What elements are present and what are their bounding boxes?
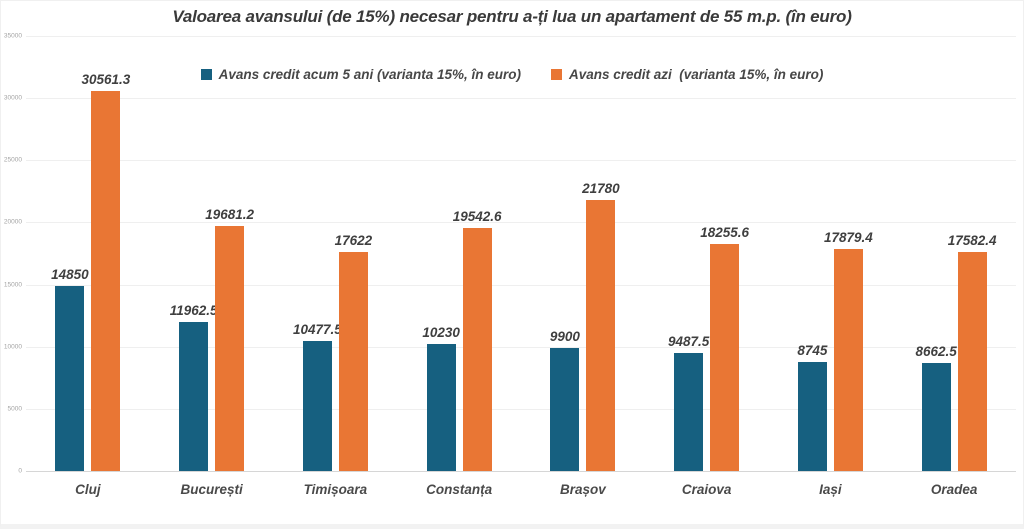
data-label: 21780 bbox=[582, 181, 620, 197]
category-label: Iași bbox=[819, 482, 842, 497]
data-label: 8662.5 bbox=[915, 344, 957, 360]
y-tick-label: 35000 bbox=[3, 32, 22, 40]
bar-acum-5-ani-cluj bbox=[55, 286, 85, 471]
category-label: Oradea bbox=[930, 482, 978, 497]
category-group-bucurești: 11962.5 19681.2 București bbox=[150, 36, 274, 497]
bar-acum-5-ani-constanța bbox=[426, 343, 456, 471]
category-group-timișoara: 10477.5 17622 Timișoara bbox=[274, 36, 398, 497]
category-group-craiova: 9487.5 18255.6 Craiova bbox=[645, 36, 769, 497]
bar-azi-constanța bbox=[462, 228, 492, 471]
y-gridline bbox=[26, 98, 1016, 100]
category-group-brașov: 9900 21780 Brașov bbox=[521, 36, 645, 497]
category-label: Cluj bbox=[75, 482, 101, 497]
bar-slot: 19681.2 bbox=[205, 36, 254, 471]
bar-azi-oradea bbox=[957, 252, 987, 471]
bar-slot: 8662.5 bbox=[915, 36, 957, 471]
y-gridline bbox=[26, 160, 1016, 162]
category-group-oradea: 8662.5 17582.4 Oradea bbox=[892, 36, 1016, 497]
chart-title: Valoarea avansului (de 15%) necesar pent… bbox=[172, 7, 852, 26]
data-label: 18255.6 bbox=[700, 225, 750, 241]
data-label: 10230 bbox=[422, 324, 460, 340]
x-axis-line bbox=[26, 471, 1016, 472]
category-label: Brașov bbox=[559, 482, 606, 497]
bar-azi-iași bbox=[833, 248, 863, 471]
legend-label: Avans credit azi (varianta 15%, în euro) bbox=[569, 67, 824, 82]
y-gridline bbox=[26, 36, 1016, 37]
bar-acum-5-ani-bucurești bbox=[179, 322, 209, 471]
data-label: 19542.6 bbox=[452, 209, 502, 225]
bar-slot: 17622 bbox=[335, 36, 372, 471]
data-label: 9900 bbox=[549, 328, 580, 344]
data-label: 10477.5 bbox=[292, 321, 342, 337]
y-tick-label: 10000 bbox=[3, 343, 22, 351]
category-group-iași: 8745 17879.4 Iași bbox=[769, 36, 893, 497]
data-label: 8745 bbox=[797, 343, 828, 359]
data-label: 11962.5 bbox=[169, 303, 218, 319]
data-label: 9487.5 bbox=[667, 334, 710, 350]
legend-item: Avans credit acum 5 ani (varianta 15%, î… bbox=[200, 67, 521, 82]
data-label: 17582.4 bbox=[947, 233, 997, 249]
y-gridline bbox=[26, 408, 1016, 410]
bar-azi-brașov bbox=[586, 200, 616, 471]
bar-slot: 17879.4 bbox=[824, 36, 873, 471]
y-tick-label: 5000 bbox=[7, 405, 22, 413]
bar-slot: 17582.4 bbox=[948, 36, 997, 471]
category-label: București bbox=[180, 482, 243, 497]
bar-slot: 9900 bbox=[549, 36, 580, 471]
bar-acum-5-ani-craiova bbox=[674, 353, 704, 471]
y-gridline bbox=[26, 284, 1016, 286]
bar-slot: 11962.5 bbox=[170, 36, 218, 471]
data-label: 17879.4 bbox=[823, 229, 873, 245]
category-group-cluj: 14850 30561.3 Cluj bbox=[26, 36, 150, 497]
y-gridline bbox=[26, 346, 1016, 348]
bar-slot: 10477.5 bbox=[293, 36, 342, 471]
legend-item: Avans credit azi (varianta 15%, în euro) bbox=[551, 67, 823, 82]
y-tick-label: 15000 bbox=[3, 281, 22, 289]
bar-slot: 14850 bbox=[51, 36, 89, 471]
legend-swatch-icon bbox=[200, 69, 212, 80]
bar-slot: 18255.6 bbox=[700, 36, 749, 471]
plot-area: 35000 30000 25000 20000 15000 10000 5000 0 14850… bbox=[4, 33, 1016, 497]
bar-azi-bucurești bbox=[215, 226, 245, 471]
data-label: 19681.2 bbox=[205, 207, 255, 223]
bar-slot: 10230 bbox=[422, 36, 460, 471]
category-group-constanța: 10230 19542.6 Constanța bbox=[397, 36, 521, 497]
bar-slot: 30561.3 bbox=[81, 36, 130, 471]
data-label: 30561.3 bbox=[81, 72, 131, 88]
bar-acum-5-ani-timișoara bbox=[302, 340, 332, 471]
chart-legend: Avans credit acum 5 ani (varianta 15%, î… bbox=[1, 67, 1023, 82]
y-gridline bbox=[26, 222, 1016, 224]
category-label: Constanța bbox=[426, 482, 493, 497]
bar-acum-5-ani-brașov bbox=[550, 347, 580, 471]
y-tick-label: 20000 bbox=[3, 218, 22, 226]
bar-slot: 8745 bbox=[797, 36, 828, 471]
legend-swatch-icon bbox=[551, 69, 562, 80]
bar-azi-timișoara bbox=[338, 251, 368, 471]
y-tick-label: 25000 bbox=[3, 156, 22, 164]
data-label: 17622 bbox=[334, 232, 373, 248]
y-tick-label: 30000 bbox=[3, 94, 22, 102]
category-label: Craiova bbox=[681, 482, 732, 497]
category-label: Timișoara bbox=[303, 482, 368, 497]
bar-azi-craiova bbox=[710, 244, 740, 471]
bar-slot: 21780 bbox=[582, 36, 620, 471]
data-label: 14850 bbox=[51, 267, 89, 283]
bar-acum-5-ani-iași bbox=[797, 362, 827, 471]
bar-acum-5-ani-oradea bbox=[921, 363, 951, 471]
bar-azi-cluj bbox=[91, 91, 121, 471]
legend-label: Avans credit acum 5 ani (varianta 15%, î… bbox=[218, 67, 521, 82]
y-tick-label: 0 bbox=[18, 467, 22, 475]
bar-slot: 19542.6 bbox=[453, 36, 502, 471]
bar-slot: 9487.5 bbox=[668, 36, 709, 471]
